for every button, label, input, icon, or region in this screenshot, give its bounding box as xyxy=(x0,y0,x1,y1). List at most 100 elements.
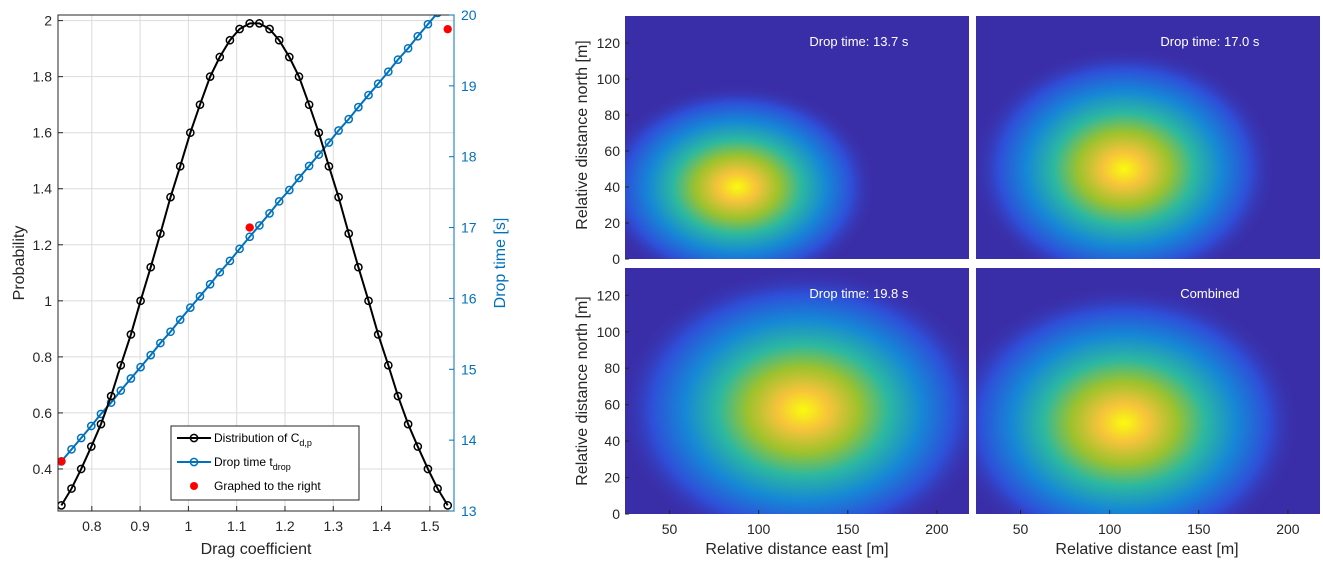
distribution-point xyxy=(126,330,136,339)
drop-time-point xyxy=(294,173,304,183)
heatmap-x-tick-label: 150 xyxy=(1187,521,1211,537)
distribution-point xyxy=(195,100,205,110)
heatmap-y-tick-label: 60 xyxy=(604,397,620,413)
distribution-point xyxy=(215,52,225,62)
distribution-point xyxy=(433,484,442,493)
distribution-point xyxy=(185,128,195,138)
drop-time-point xyxy=(324,138,334,147)
y-right-tick-label: 17 xyxy=(461,220,477,236)
distribution-point xyxy=(255,19,264,28)
heatmap-density xyxy=(625,268,969,514)
drop-time-point xyxy=(403,43,413,53)
series-group xyxy=(58,0,453,510)
y-right-tick-label: 19 xyxy=(461,78,477,94)
distribution-point xyxy=(354,262,363,272)
heatmap-x-tick-label: 100 xyxy=(747,521,771,537)
drop-time-point xyxy=(344,114,354,124)
distribution-point xyxy=(205,72,215,81)
heatmap-panel-title: Drop time: 17.0 s xyxy=(1160,34,1259,49)
y-tick-label: 0.4 xyxy=(33,461,53,477)
heatmap-y-tick-label: 0 xyxy=(612,251,620,267)
drop-time-point xyxy=(444,0,451,4)
drop-time-point xyxy=(195,291,205,301)
y-tick-label: 1.6 xyxy=(33,125,53,141)
y-tick-label: 0.8 xyxy=(33,349,53,365)
drop-time-point xyxy=(304,161,314,171)
y-right-tick-label: 13 xyxy=(461,503,477,519)
distribution-point xyxy=(284,52,294,62)
heatmap-y-label-bottom: Relative distance north [m] xyxy=(574,296,591,485)
drop-time-point xyxy=(334,126,343,135)
drop-time-point xyxy=(136,362,145,372)
heatmap-x-tick-label: 50 xyxy=(1013,521,1029,537)
drop-time-point xyxy=(245,232,255,242)
drop-time-point xyxy=(284,185,294,195)
x-tick-label: 1.1 xyxy=(227,518,247,534)
distribution-point xyxy=(274,35,284,45)
heatmap-x-label-right: Relative distance east [m] xyxy=(1055,541,1238,558)
drop-time-point xyxy=(205,279,215,289)
drop-time-point xyxy=(393,55,403,64)
distribution-point xyxy=(403,419,413,429)
distribution-point xyxy=(423,464,433,474)
heatmap-panel: Combined xyxy=(976,268,1320,514)
distribution-point xyxy=(86,442,96,451)
heatmap-x-tick-label: 100 xyxy=(1098,521,1122,537)
tick-labels: 0.8 0.9 1 1.1 1.2 1.3 1.4 1.5 0.4 0.6 0.8 1 1.2 1.4 1.… xyxy=(33,7,477,534)
heatmap-x-tick-label: 50 xyxy=(662,521,678,537)
legend-drop-label: Drop time tdrop xyxy=(214,455,291,472)
heatmap-y-tick-label: 0 xyxy=(612,506,620,522)
legend-dist-marker xyxy=(189,433,199,443)
drop-time-point xyxy=(383,67,393,77)
drop-time-point xyxy=(373,79,383,89)
y-tick-label: 1 xyxy=(44,293,52,309)
distribution-point xyxy=(314,128,324,138)
y-tick-label: 1.4 xyxy=(33,181,53,197)
y-tick-label: 2 xyxy=(44,13,52,29)
heatmap-tick-labels: 0 20 40 60 80 100 120 0 20 40 60 80 100 120 50 100 150 20… xyxy=(597,35,1300,537)
distribution-point xyxy=(136,296,145,306)
y-tick-label: 0.6 xyxy=(33,405,53,421)
heatmap-density xyxy=(625,84,877,259)
y-right-tick-label: 18 xyxy=(461,149,477,165)
heatmap-x-label-left: Relative distance east [m] xyxy=(705,541,888,558)
y-axis-label: Probability xyxy=(11,226,28,301)
highlighted-point xyxy=(58,457,66,466)
heatmap-x-tick-label: 200 xyxy=(1276,521,1300,537)
drop-time-point xyxy=(255,221,264,230)
legend-graphed-label: Graphed to the right xyxy=(214,479,321,493)
distribution-point xyxy=(96,419,106,429)
heatmap-y-tick-label: 20 xyxy=(604,470,620,486)
heatmap-y-tick-label: 80 xyxy=(604,360,620,376)
drop-time-point xyxy=(215,267,225,277)
drop-time-point xyxy=(433,15,442,18)
drop-time-point xyxy=(175,315,185,325)
distribution-point xyxy=(334,192,343,202)
distribution-point xyxy=(235,24,244,34)
legend-graphed-marker xyxy=(190,482,198,490)
heatmap-y-tick-label: 100 xyxy=(597,324,621,340)
distribution-point xyxy=(166,192,175,202)
drop-time-point xyxy=(423,19,433,29)
heatmap-y-tick-label: 120 xyxy=(597,287,621,303)
drop-time-point xyxy=(67,445,76,454)
distribution-point xyxy=(373,330,383,339)
distribution-point xyxy=(156,229,165,238)
distribution-line xyxy=(60,22,449,506)
distribution-point xyxy=(443,501,453,510)
x-tick-label: 0.8 xyxy=(82,518,102,534)
y-right-tick-label: 14 xyxy=(461,432,477,448)
legend: Distribution of Cd,p Drop time tdrop Gra… xyxy=(170,425,360,501)
drop-time-point xyxy=(364,90,373,100)
highlighted-point xyxy=(443,24,452,34)
heatmap-panel-title: Drop time: 19.8 s xyxy=(809,286,908,301)
drop-time-line xyxy=(60,15,438,463)
heatmap-y-tick-label: 120 xyxy=(597,35,621,51)
distribution-point xyxy=(413,442,423,451)
y-tick-label: 1.8 xyxy=(33,69,53,85)
heatmap-panel-title: Combined xyxy=(1180,286,1239,301)
y-right-tick-label: 20 xyxy=(461,7,477,23)
legend-drop-marker xyxy=(189,457,199,467)
x-tick-label: 1.3 xyxy=(324,518,344,534)
